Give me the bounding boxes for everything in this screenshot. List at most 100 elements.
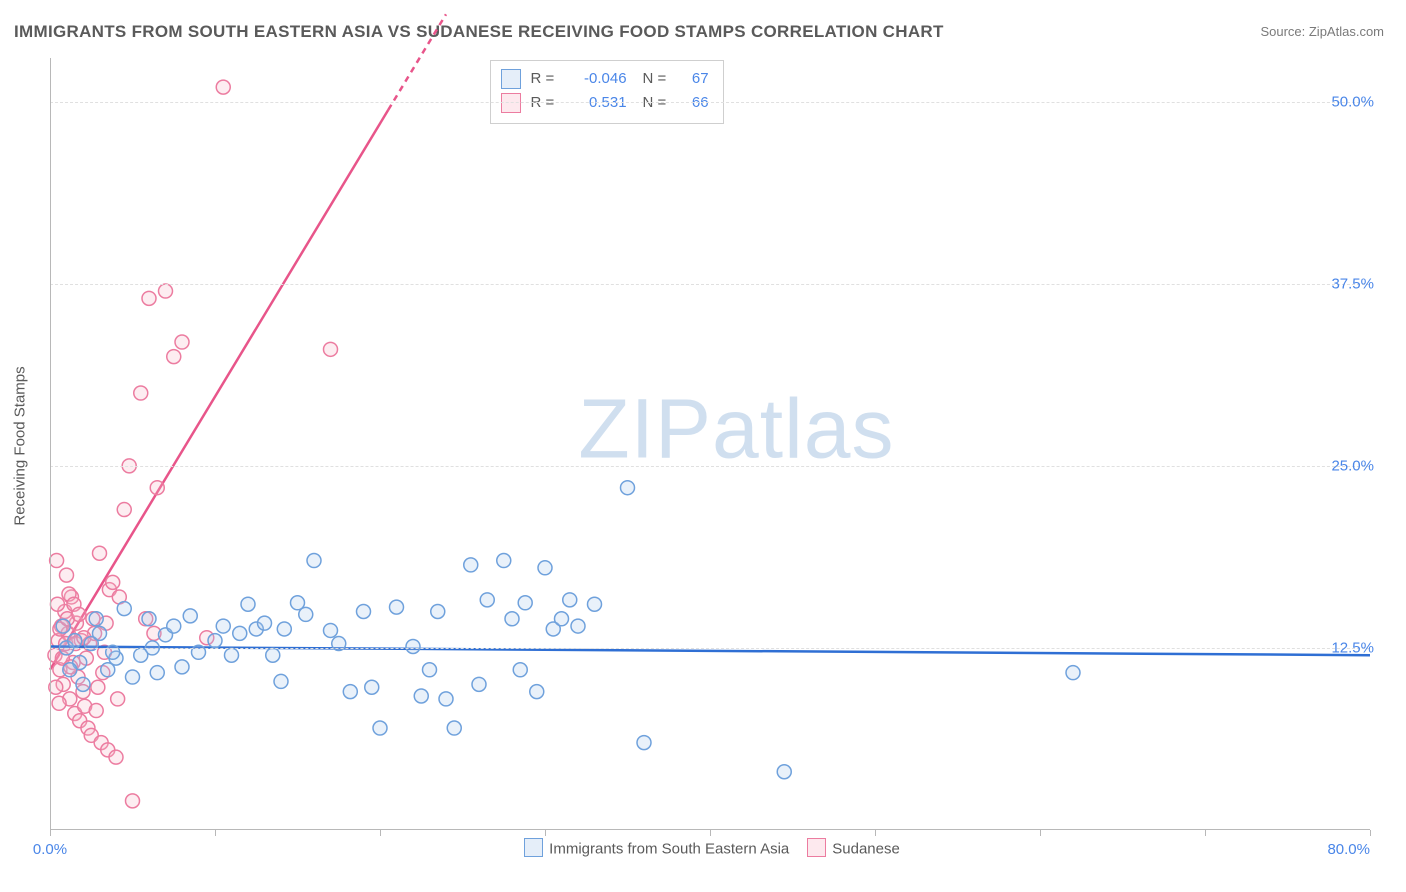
x-tick-mark (1205, 830, 1206, 836)
point-sea (390, 600, 404, 614)
x-tick-mark (1370, 830, 1371, 836)
bottom-legend-label-1: Sudanese (832, 840, 900, 857)
point-sea (563, 593, 577, 607)
point-sea (126, 670, 140, 684)
x-tick-mark (50, 830, 51, 836)
gridline-h (50, 102, 1370, 103)
point-sudanese (159, 284, 173, 298)
point-sudanese (89, 704, 103, 718)
point-sea (225, 648, 239, 662)
point-sea (93, 626, 107, 640)
point-sea (513, 663, 527, 677)
stats-row-sea: R = -0.046 N = 67 (501, 67, 709, 91)
point-sea (497, 554, 511, 568)
point-sea (505, 612, 519, 626)
point-sea (447, 721, 461, 735)
point-sea (472, 677, 486, 691)
point-sea (216, 619, 230, 633)
point-sea (241, 597, 255, 611)
x-tick-mark (710, 830, 711, 836)
point-sea (208, 634, 222, 648)
point-sudanese (324, 342, 338, 356)
point-sudanese (117, 503, 131, 517)
y-axis (50, 58, 51, 830)
r-label: R = (531, 91, 561, 115)
point-sea (117, 602, 131, 616)
bottom-swatch-0 (524, 838, 543, 857)
point-sea (277, 622, 291, 636)
point-sudanese (175, 335, 189, 349)
point-sea (324, 623, 338, 637)
gridline-h (50, 648, 1370, 649)
y-tick-label: 50.0% (1331, 93, 1374, 110)
x-tick-mark (215, 830, 216, 836)
stats-row-sudanese: R =0.531N =66 (501, 91, 709, 115)
point-sea (373, 721, 387, 735)
y-tick-label: 25.0% (1331, 457, 1374, 474)
point-sudanese (111, 692, 125, 706)
gridline-h (50, 466, 1370, 467)
point-sudanese (142, 291, 156, 305)
point-sea (621, 481, 635, 495)
point-sudanese (106, 575, 120, 589)
r-value-sudanese: 0.531 (571, 91, 627, 115)
point-sea (777, 765, 791, 779)
point-sudanese (109, 750, 123, 764)
point-sudanese (72, 607, 86, 621)
point-sea (414, 689, 428, 703)
x-tick-mark (875, 830, 876, 836)
point-sea (175, 660, 189, 674)
n-value-sudanese: 66 (683, 91, 709, 115)
point-sudanese (52, 696, 66, 710)
r-label: R = (531, 67, 561, 91)
point-sea (142, 612, 156, 626)
chart-container: IMMIGRANTS FROM SOUTH EASTERN ASIA VS SU… (0, 0, 1406, 892)
stats-legend: R = -0.046 N = 67R = 0.531 N = 66 (490, 60, 724, 124)
point-sudanese (60, 568, 74, 582)
point-sudanese (50, 554, 64, 568)
point-sea (1066, 666, 1080, 680)
point-sea (431, 605, 445, 619)
point-sea (343, 685, 357, 699)
point-sudanese (150, 481, 164, 495)
trendline-sudanese (50, 110, 388, 670)
point-sea (571, 619, 585, 633)
x-tick-mark (545, 830, 546, 836)
r-value-sea: -0.046 (571, 67, 627, 91)
source-label: Source: ZipAtlas.com (1260, 24, 1384, 39)
n-label: N = (643, 67, 673, 91)
legend-swatch-sea (501, 69, 521, 89)
y-tick-label: 12.5% (1331, 639, 1374, 656)
point-sea (588, 597, 602, 611)
bottom-legend-label-0: Immigrants from South Eastern Asia (549, 840, 789, 857)
point-sudanese (126, 794, 140, 808)
point-sea (274, 674, 288, 688)
y-tick-label: 37.5% (1331, 275, 1374, 292)
point-sea (233, 626, 247, 640)
point-sea (63, 663, 77, 677)
point-sea (307, 554, 321, 568)
point-sea (530, 685, 544, 699)
point-sudanese (216, 80, 230, 94)
point-sudanese (91, 680, 105, 694)
point-sea (357, 605, 371, 619)
n-value-sea: 67 (683, 67, 709, 91)
point-sea (518, 596, 532, 610)
point-sudanese (167, 350, 181, 364)
plot-area: ZIPatlas R =-0.046N =67R =0.531N =66 12.… (50, 58, 1370, 830)
point-sudanese (134, 386, 148, 400)
point-sea (637, 736, 651, 750)
legend-swatch-sudanese (501, 93, 521, 113)
x-tick-mark (1040, 830, 1041, 836)
point-sudanese (93, 546, 107, 560)
bottom-legend: Immigrants from South Eastern Asia Sudane… (0, 840, 1406, 859)
point-sea (538, 561, 552, 575)
point-sea (68, 634, 82, 648)
gridline-h (50, 284, 1370, 285)
point-sea (167, 619, 181, 633)
point-sea (299, 607, 313, 621)
plot-svg (50, 58, 1370, 830)
y-axis-label: Receiving Food Stamps (12, 366, 29, 525)
point-sea (89, 612, 103, 626)
point-sea (266, 648, 280, 662)
